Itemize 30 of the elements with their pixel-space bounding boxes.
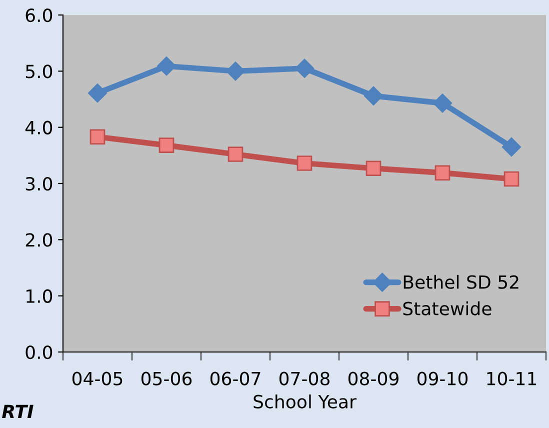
point	[88, 84, 108, 103]
point	[366, 160, 382, 176]
x-tick-label: 10-11	[487, 372, 536, 386]
legend-label: Statewide	[403, 301, 492, 316]
x-tick-label: 05-06	[141, 372, 192, 386]
y-tick-label: 6.0	[26, 8, 52, 22]
x-tick-label: 09-10	[417, 372, 468, 386]
legend-label: Bethel SD 52	[404, 274, 518, 289]
x-tick-label: 06-07	[210, 372, 260, 386]
point	[504, 171, 520, 187]
point	[502, 137, 522, 157]
y-tick-label: 2.0	[26, 233, 52, 247]
x-tick-label: 07-08	[279, 372, 330, 386]
point	[296, 156, 312, 171]
x-axis-title: School Year	[254, 394, 356, 408]
point	[434, 165, 450, 180]
point	[158, 138, 174, 153]
y-tick-label: 5.0	[26, 64, 52, 78]
point	[156, 56, 176, 76]
point	[432, 94, 452, 113]
y-tick-label: 3.0	[26, 176, 52, 191]
x-tick-label: 04-05	[72, 372, 122, 386]
y-tick-label: 4.0	[25, 120, 52, 134]
y-tick-label: 1.0	[26, 289, 52, 303]
x-tick-label: 08-09	[348, 372, 398, 386]
text: RTI	[2, 404, 34, 418]
point	[228, 146, 244, 162]
point	[364, 86, 384, 106]
y-tick-label: 0.0	[26, 345, 52, 360]
point	[90, 129, 106, 145]
